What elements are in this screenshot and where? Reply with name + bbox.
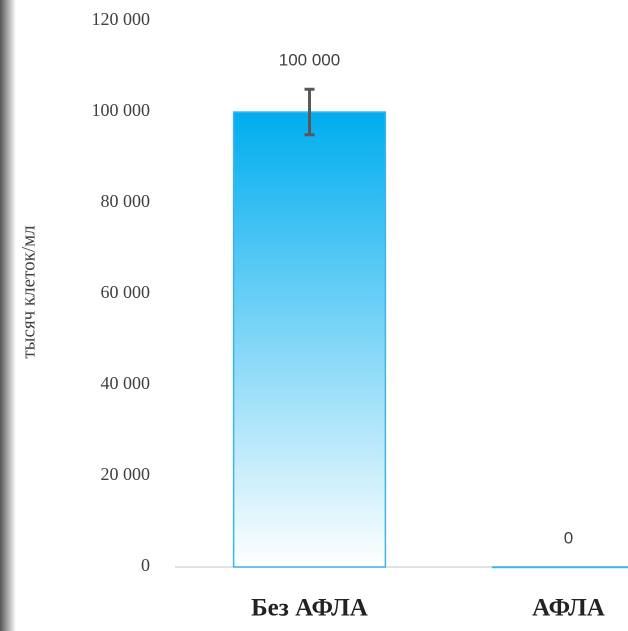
error-bar <box>304 87 315 137</box>
y-tick-label: 80 000 <box>101 191 151 211</box>
y-tick-label: 20 000 <box>101 464 151 484</box>
x-tick-label: Без АФЛА <box>251 595 368 622</box>
y-tick-label: 100 000 <box>92 100 151 120</box>
value-label: 0 <box>564 528 573 547</box>
y-axis-label: тысяч клеток/мл <box>18 225 39 359</box>
y-tick-label: 120 000 <box>92 9 151 29</box>
bar <box>232 111 387 568</box>
y-tick-label: 40 000 <box>101 373 151 393</box>
background-edge <box>0 0 16 631</box>
y-tick-label: 60 000 <box>101 282 151 302</box>
x-tick-label: АФЛА <box>532 595 605 622</box>
y-tick-label: 0 <box>141 555 150 575</box>
bar <box>491 566 628 569</box>
value-label: 100 000 <box>279 51 340 70</box>
